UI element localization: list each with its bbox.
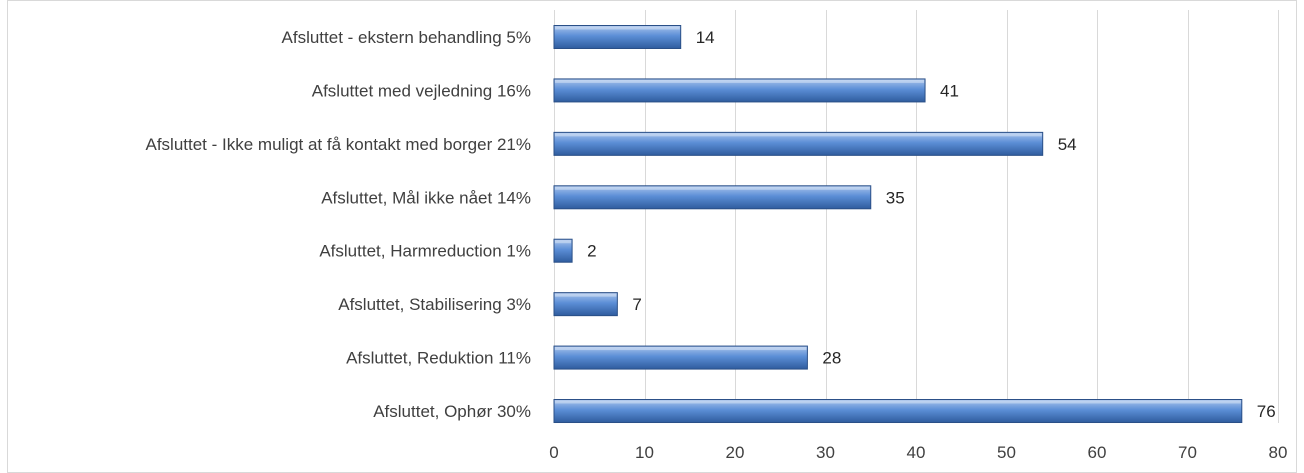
bar-highlight — [555, 186, 870, 190]
x-tick-label: 40 — [907, 443, 926, 462]
bar-highlight — [555, 26, 680, 30]
category-label: Afsluttet, Mål ikke nået 14% — [321, 188, 531, 207]
bar-highlight — [555, 347, 807, 351]
data-label: 76 — [1257, 402, 1276, 421]
bar — [553, 238, 573, 263]
x-tick-label: 20 — [726, 443, 745, 462]
bar — [553, 25, 682, 49]
data-label: 7 — [632, 295, 641, 314]
bar-highlight — [555, 293, 617, 297]
x-tick-label: 80 — [1269, 443, 1288, 462]
x-axis-ticks: 0 10 20 30 40 50 60 70 80 — [549, 443, 1287, 462]
data-label: 35 — [886, 188, 905, 207]
x-tick-label: 70 — [1178, 443, 1197, 462]
category-label: Afsluttet, Harmreduction 1% — [319, 242, 531, 261]
x-tick-label: 0 — [549, 443, 558, 462]
bar — [553, 345, 808, 370]
bar — [553, 131, 1044, 156]
data-label: 2 — [587, 242, 596, 261]
bar-highlight — [555, 79, 925, 83]
bar — [553, 292, 618, 317]
bar-highlight — [555, 133, 1042, 137]
category-label: Afsluttet, Ophør 30% — [373, 402, 531, 421]
bar-highlight — [555, 240, 572, 244]
bar — [553, 185, 872, 210]
category-label: Afsluttet - Ikke muligt at få kontakt me… — [145, 135, 531, 154]
category-label: Afsluttet, Stabilisering 3% — [338, 295, 531, 314]
category-label: Afsluttet - ekstern behandling 5% — [282, 28, 531, 47]
x-tick-label: 30 — [816, 443, 835, 462]
data-labels: 14 41 54 35 2 7 28 76 — [587, 28, 1276, 421]
category-labels: Afsluttet - ekstern behandling 5% Afslutt… — [145, 28, 531, 421]
bars — [553, 25, 1243, 424]
data-label: 28 — [822, 349, 841, 368]
data-label: 14 — [696, 28, 715, 47]
x-tick-label: 10 — [635, 443, 654, 462]
bar — [553, 399, 1243, 424]
bar-highlight — [555, 400, 1241, 404]
category-label: Afsluttet, Reduktion 11% — [346, 349, 531, 368]
data-label: 54 — [1058, 135, 1077, 154]
category-label: Afsluttet med vejledning 16% — [312, 81, 531, 100]
x-tick-label: 50 — [997, 443, 1016, 462]
x-tick-label: 60 — [1088, 443, 1107, 462]
bar — [553, 78, 926, 103]
data-label: 41 — [940, 81, 959, 100]
